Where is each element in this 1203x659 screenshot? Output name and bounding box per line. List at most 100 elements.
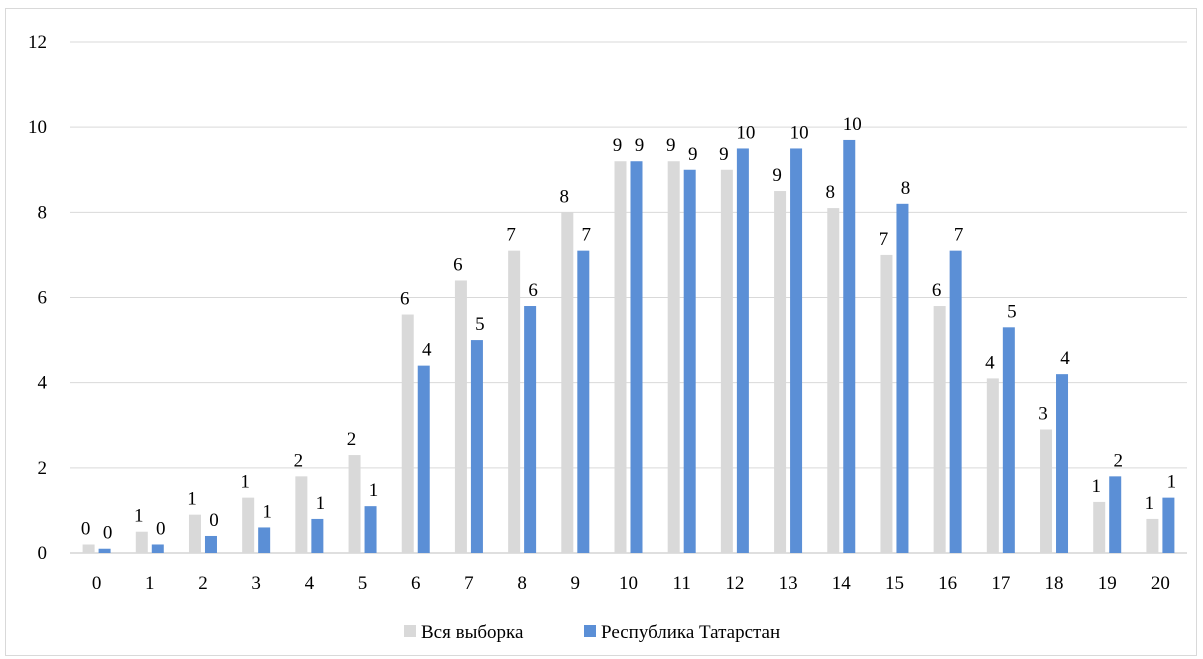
data-label: 0 bbox=[156, 518, 166, 539]
x-tick-label: 11 bbox=[673, 573, 691, 594]
bar-tatarstan bbox=[470, 340, 483, 553]
bar-tatarstan bbox=[311, 518, 324, 553]
legend-swatch-tatarstan bbox=[584, 625, 596, 637]
data-label: 1 bbox=[1145, 493, 1155, 514]
data-label: 9 bbox=[635, 135, 645, 156]
x-tick-label: 10 bbox=[619, 573, 638, 594]
data-label: 6 bbox=[400, 289, 410, 310]
bar-tatarstan bbox=[364, 506, 377, 553]
data-label: 1 bbox=[134, 506, 144, 527]
data-label: 5 bbox=[1007, 301, 1017, 322]
data-label: 9 bbox=[688, 144, 698, 165]
bar-all-sample bbox=[827, 208, 840, 553]
x-tick-label: 2 bbox=[198, 573, 208, 594]
y-tick-label: 8 bbox=[38, 202, 48, 223]
data-label: 2 bbox=[1113, 450, 1123, 471]
bar-all-sample bbox=[933, 306, 946, 553]
bar-tatarstan bbox=[98, 548, 111, 553]
x-tick-label: 9 bbox=[571, 573, 581, 594]
data-label: 5 bbox=[475, 314, 485, 335]
data-label: 8 bbox=[901, 178, 911, 199]
bar-tatarstan bbox=[790, 148, 803, 554]
data-label: 3 bbox=[1038, 404, 1048, 425]
x-tick-label: 6 bbox=[411, 573, 421, 594]
gridlines bbox=[70, 41, 1187, 554]
data-label: 7 bbox=[506, 225, 516, 246]
bar-all-sample bbox=[454, 280, 467, 553]
bar-all-sample bbox=[508, 250, 521, 554]
bar-all-sample bbox=[401, 314, 414, 553]
x-tick-label: 17 bbox=[991, 573, 1010, 594]
data-label: 6 bbox=[528, 280, 538, 301]
data-label: 10 bbox=[790, 122, 809, 143]
data-label: 1 bbox=[240, 472, 250, 493]
bar-tatarstan bbox=[258, 527, 271, 553]
y-tick-label: 10 bbox=[28, 117, 47, 138]
bar-all-sample bbox=[561, 212, 574, 554]
x-tick-label: 7 bbox=[464, 573, 474, 594]
data-label: 2 bbox=[347, 429, 357, 450]
bar-tatarstan bbox=[1109, 476, 1122, 553]
data-label: 10 bbox=[736, 122, 755, 143]
bar-all-sample bbox=[774, 191, 787, 553]
bar-all-sample bbox=[348, 455, 361, 553]
y-tick-label: 0 bbox=[38, 543, 48, 564]
data-label: 1 bbox=[187, 489, 197, 510]
bar-all-sample bbox=[1146, 518, 1159, 553]
bar-tatarstan bbox=[630, 161, 643, 553]
bar-tatarstan bbox=[204, 535, 217, 553]
x-tick-label: 14 bbox=[832, 573, 852, 594]
data-label: 7 bbox=[954, 225, 964, 246]
data-label: 6 bbox=[932, 280, 942, 301]
x-tick-label: 15 bbox=[885, 573, 904, 594]
bar-all-sample bbox=[82, 544, 95, 553]
data-label: 10 bbox=[843, 114, 862, 135]
data-label: 9 bbox=[772, 165, 782, 186]
x-tick-label: 19 bbox=[1098, 573, 1117, 594]
data-label: 8 bbox=[560, 186, 570, 207]
data-label: 7 bbox=[582, 225, 592, 246]
data-label: 6 bbox=[453, 254, 463, 275]
bar-tatarstan bbox=[949, 250, 962, 554]
bar-all-sample bbox=[135, 531, 148, 553]
x-axis-ticks: 0 1 2 3 4 5 6 7 8 9 10 11 12 13 14 15 16 17 18 19 20 bbox=[92, 573, 1170, 594]
bars bbox=[82, 139, 1175, 554]
data-label: 9 bbox=[613, 135, 623, 156]
bar-tatarstan bbox=[1056, 374, 1069, 553]
data-label: 1 bbox=[262, 501, 272, 522]
y-tick-label: 2 bbox=[38, 458, 48, 479]
data-label: 9 bbox=[666, 135, 676, 156]
data-label: 9 bbox=[719, 144, 729, 165]
x-tick-label: 5 bbox=[358, 573, 368, 594]
y-axis-ticks: 0 2 4 6 8 10 12 bbox=[28, 32, 48, 564]
bar-tatarstan bbox=[843, 139, 856, 554]
bar-tatarstan bbox=[577, 250, 590, 554]
legend-label-all-sample: Вся выборка bbox=[421, 622, 524, 643]
legend-swatch-all-sample bbox=[404, 625, 416, 637]
data-label: 0 bbox=[103, 523, 113, 544]
bar-tatarstan bbox=[736, 148, 749, 554]
data-label: 1 bbox=[316, 493, 326, 514]
data-label: 2 bbox=[294, 450, 304, 471]
bar-tatarstan bbox=[417, 365, 430, 553]
bar-all-sample bbox=[295, 476, 308, 553]
x-tick-label: 4 bbox=[305, 573, 315, 594]
bar-tatarstan bbox=[151, 544, 164, 553]
bar-all-sample bbox=[986, 378, 999, 553]
x-tick-label: 12 bbox=[725, 573, 744, 594]
data-label: 1 bbox=[369, 480, 379, 501]
data-label: 7 bbox=[879, 229, 889, 250]
data-label: 1 bbox=[1167, 472, 1177, 493]
data-label: 4 bbox=[1060, 348, 1070, 369]
data-label: 0 bbox=[209, 510, 219, 531]
y-tick-label: 6 bbox=[38, 288, 48, 309]
data-label: 1 bbox=[1091, 476, 1101, 497]
legend-label-tatarstan: Республика Татарстан bbox=[601, 622, 780, 643]
x-tick-label: 16 bbox=[938, 573, 957, 594]
bar-tatarstan bbox=[1002, 327, 1015, 553]
data-label: 8 bbox=[826, 182, 836, 203]
y-tick-label: 12 bbox=[28, 32, 47, 53]
bar-all-sample bbox=[188, 514, 201, 553]
